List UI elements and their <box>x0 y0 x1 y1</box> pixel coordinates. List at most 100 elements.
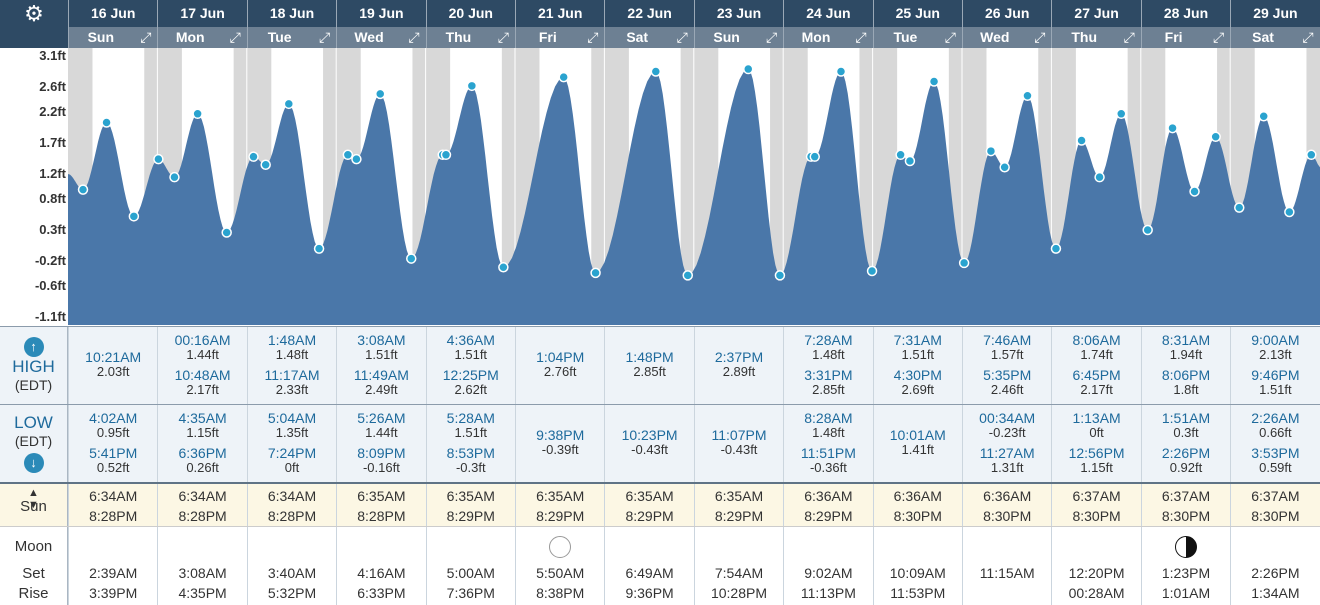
tide-time: 1:13AM <box>1072 410 1121 426</box>
tide-point[interactable] <box>774 270 786 281</box>
date-cell[interactable]: 21 Jun <box>515 0 604 27</box>
arrow-up-icon[interactable]: ↑ <box>23 337 44 357</box>
tide-point[interactable] <box>958 257 970 269</box>
tide-point[interactable] <box>192 108 203 120</box>
tide-point[interactable] <box>260 159 271 170</box>
arrow-down-icon[interactable]: ↓ <box>23 453 44 473</box>
tide-height: -0.39ft <box>541 442 579 457</box>
date-cell[interactable]: 25 Jun <box>872 0 962 27</box>
tide-point[interactable] <box>374 88 386 100</box>
tide-point[interactable] <box>498 262 509 273</box>
tide-point[interactable] <box>1189 186 1200 197</box>
tide-point[interactable] <box>406 253 417 264</box>
tide-entry: 3:31PM 2.85ft <box>784 368 872 397</box>
tide-point[interactable] <box>1115 108 1127 120</box>
tide-point[interactable] <box>835 66 847 77</box>
tide-point[interactable] <box>440 149 452 161</box>
expand-icon[interactable]: ⤢ <box>676 29 688 45</box>
tide-time: 11:07PM <box>711 427 767 443</box>
tide-point[interactable] <box>342 149 354 161</box>
expand-icon[interactable]: ⤢ <box>765 29 778 45</box>
day-cell[interactable]: Sun ⤢ <box>68 27 157 48</box>
expand-icon[interactable]: ⤢ <box>140 29 152 45</box>
day-cell[interactable]: Mon ⤢ <box>783 27 872 48</box>
tide-point[interactable] <box>248 151 259 162</box>
day-cell[interactable]: Fri ⤢ <box>515 27 604 48</box>
tide-point[interactable] <box>1306 149 1317 161</box>
tide-point[interactable] <box>283 98 295 110</box>
day-cell[interactable]: Thu ⤢ <box>425 27 515 48</box>
date-cell[interactable]: 20 Jun <box>425 0 515 27</box>
tide-point[interactable] <box>466 80 478 92</box>
tide-point[interactable] <box>999 161 1010 173</box>
date-cell[interactable]: 17 Jun <box>157 0 246 27</box>
day-cell[interactable]: Sat ⤢ <box>1230 27 1319 48</box>
day-cell[interactable]: Tue ⤢ <box>872 27 962 48</box>
tide-point[interactable] <box>1050 243 1062 254</box>
tide-point[interactable] <box>866 265 878 277</box>
expand-icon[interactable]: ⤢ <box>944 29 956 45</box>
expand-icon[interactable]: ⤢ <box>408 29 420 45</box>
tide-point[interactable] <box>985 145 997 157</box>
date-cell[interactable]: 22 Jun <box>604 0 693 27</box>
tide-point[interactable] <box>351 153 362 165</box>
expand-icon[interactable]: ⤢ <box>318 29 331 45</box>
tide-point[interactable] <box>650 66 662 77</box>
tide-point[interactable] <box>1234 202 1245 213</box>
tide-point[interactable] <box>1022 90 1033 102</box>
tide-point[interactable] <box>743 63 754 75</box>
date-cell[interactable]: 29 Jun <box>1230 0 1319 27</box>
tide-point[interactable] <box>928 76 940 87</box>
tide-point[interactable] <box>77 184 89 195</box>
tide-point[interactable] <box>128 211 140 222</box>
tide-point[interactable] <box>904 155 916 167</box>
high-tide-cell: 2:37PM 2.89ft <box>693 327 784 404</box>
tide-point[interactable] <box>153 153 164 165</box>
expand-icon[interactable]: ⤢ <box>1302 29 1314 45</box>
tide-point[interactable] <box>1167 122 1178 134</box>
tide-time: 8:31AM <box>1161 332 1211 348</box>
tide-point[interactable] <box>1094 171 1105 183</box>
day-cell[interactable]: Wed ⤢ <box>962 27 1051 48</box>
date-cell[interactable]: 16 Jun <box>68 0 157 27</box>
day-cell[interactable]: Sun ⤢ <box>693 27 783 48</box>
tide-point[interactable] <box>682 270 694 281</box>
date-cell[interactable]: 28 Jun <box>1140 0 1230 27</box>
date-cell[interactable]: 18 Jun <box>246 0 336 27</box>
tide-point[interactable] <box>221 227 232 238</box>
expand-icon[interactable]: ⤢ <box>1123 29 1135 45</box>
tide-point[interactable] <box>169 171 180 183</box>
expand-icon[interactable]: ⤢ <box>1034 29 1046 45</box>
day-cell[interactable]: Sat ⤢ <box>604 27 693 48</box>
day-cell[interactable]: Thu ⤢ <box>1051 27 1140 48</box>
tide-point[interactable] <box>1142 224 1153 236</box>
expand-icon[interactable]: ⤢ <box>497 29 509 45</box>
weekday-label: Fri <box>1164 29 1183 45</box>
tide-point[interactable] <box>590 267 601 279</box>
expand-icon[interactable]: ⤢ <box>855 29 867 45</box>
tide-point[interactable] <box>1284 206 1295 218</box>
date-cell[interactable]: 24 Jun <box>783 0 872 27</box>
tide-point[interactable] <box>809 151 821 162</box>
tide-point[interactable] <box>1076 135 1087 146</box>
tide-point[interactable] <box>101 117 112 128</box>
expand-icon[interactable]: ⤢ <box>587 29 599 45</box>
day-cell[interactable]: Fri ⤢ <box>1140 27 1230 48</box>
tide-point[interactable] <box>895 149 906 161</box>
day-cell[interactable]: Wed ⤢ <box>336 27 425 48</box>
tide-point[interactable] <box>558 71 569 83</box>
date-cell[interactable]: 23 Jun <box>693 0 783 27</box>
settings-button[interactable]: ⚙ <box>0 0 68 48</box>
date-cell[interactable]: 27 Jun <box>1051 0 1140 27</box>
date-cell[interactable]: 26 Jun <box>962 0 1051 27</box>
date-cell[interactable]: 19 Jun <box>336 0 425 27</box>
tide-time: 1:51AM <box>1161 410 1211 426</box>
tide-point[interactable] <box>313 243 325 254</box>
day-cell[interactable]: Mon ⤢ <box>157 27 246 48</box>
tide-point[interactable] <box>1210 131 1221 143</box>
tide-point[interactable] <box>1258 111 1269 122</box>
day-cell[interactable]: Tue ⤢ <box>246 27 336 48</box>
tide-time: 12:25PM <box>442 367 499 383</box>
expand-icon[interactable]: ⤢ <box>1212 29 1225 45</box>
expand-icon[interactable]: ⤢ <box>229 29 241 45</box>
